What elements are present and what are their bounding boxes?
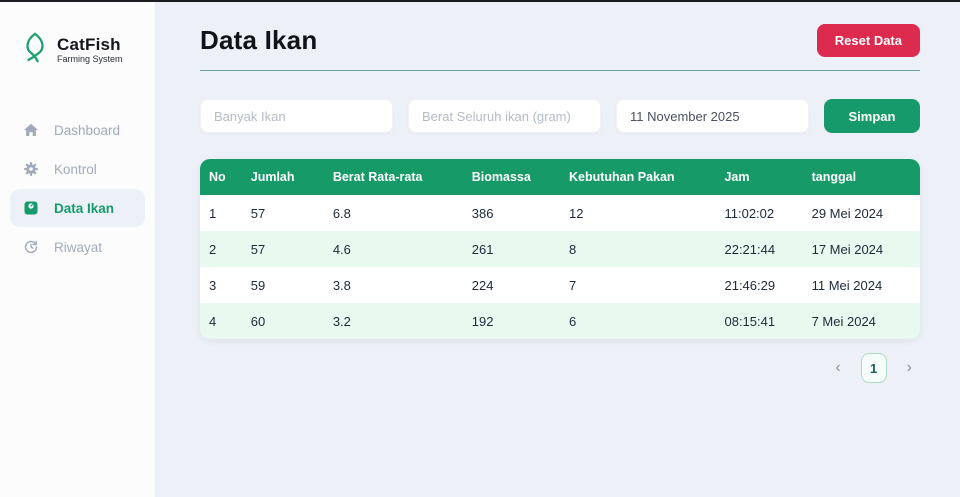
table-cell: 3.8: [332, 277, 351, 293]
sidebar-nav: Dashboard Kontrol Data Ikan Riwayat: [0, 111, 155, 266]
table-cell: 17 Mei 2024: [811, 241, 884, 257]
table-row: 4 60 3.2 192 6 08:15:41 7 Mei 2024: [200, 303, 920, 339]
table-header-cell: Kebutuhan Pakan: [559, 159, 716, 195]
sidebar-item-label: Dashboard: [54, 122, 121, 138]
table-cell: 6: [568, 313, 577, 329]
current-page-indicator[interactable]: 1: [860, 353, 887, 383]
table-cell: 57: [250, 241, 266, 257]
brand-subtitle: Farming System: [57, 54, 123, 65]
table-header-cell: Jumlah: [241, 159, 324, 195]
table-cell: 6.8: [332, 205, 351, 221]
table-cell: 12: [568, 205, 584, 221]
table-header-cell: Biomassa: [462, 159, 560, 195]
sidebar-item-label: Data Ikan: [54, 200, 115, 216]
table-cell: 3.2: [332, 313, 351, 329]
sidebar-item-kontrol[interactable]: Kontrol: [10, 150, 145, 188]
main-content: Data Ikan Reset Data Simpan NoJumlahBera…: [156, 2, 960, 497]
table-cell: 08:15:41: [724, 313, 776, 329]
table-cell: 21:46:29: [724, 277, 776, 293]
page-title: Data Ikan: [200, 25, 318, 55]
table-cell: 1: [209, 205, 217, 221]
sidebar: CatFish Farming System Dashboard Kontrol D…: [0, 2, 156, 497]
previous-page-button[interactable]: ‹: [831, 358, 844, 378]
berat-seluruh-ikan-input[interactable]: [408, 99, 601, 133]
brand-logo: CatFish Farming System: [0, 30, 155, 71]
table-header-row: No Jumlah Berat Rata-rata Biomassa Kebutuhan…: [200, 159, 920, 195]
data-entry-form: Simpan: [200, 99, 920, 133]
pagination: ‹ 1 ›: [200, 353, 920, 383]
table-header-cell: Berat Rata-rata: [323, 159, 463, 195]
simpan-button[interactable]: Simpan: [824, 99, 920, 133]
date-input[interactable]: [616, 99, 809, 133]
gear-icon: [23, 161, 39, 177]
table-cell: 57: [250, 205, 266, 221]
table-header-cell: Jam: [715, 159, 803, 195]
table-row: 2 57 4.6 261 8 22:21:44 17 Mei 2024: [200, 231, 920, 267]
table-cell: 8: [568, 241, 577, 257]
table-cell: 60: [250, 313, 266, 329]
table-cell: 11 Mei 2024: [811, 277, 883, 293]
window-top-edge: [0, 0, 960, 2]
home-icon: [23, 122, 39, 138]
sidebar-item-data-ikan[interactable]: Data Ikan: [10, 189, 145, 227]
table-header-cell: tanggal: [802, 159, 920, 195]
table-cell: 4: [209, 313, 217, 329]
table-cell: 386: [471, 205, 494, 221]
table-cell: 4.6: [332, 241, 351, 257]
banyak-ikan-input[interactable]: [200, 99, 393, 133]
table-cell: 192: [471, 313, 494, 329]
table-cell: 11:02:02: [724, 205, 775, 221]
table-cell: 59: [250, 277, 266, 293]
next-page-button[interactable]: ›: [903, 358, 916, 378]
sidebar-item-label: Kontrol: [54, 161, 97, 177]
history-icon: [23, 239, 39, 255]
table-row: 1 57 6.8 386 12 11:02:02 29 Mei 2024: [200, 195, 920, 231]
table-cell: 7 Mei 2024: [811, 313, 876, 329]
fish-data-table: No Jumlah Berat Rata-rata Biomassa Kebutuhan…: [200, 159, 920, 339]
fish-icon: [20, 30, 50, 71]
table-cell: 29 Mei 2024: [811, 205, 884, 221]
sidebar-item-label: Riwayat: [54, 239, 103, 255]
table-cell: 224: [471, 277, 494, 293]
brand-name: CatFish: [57, 35, 121, 55]
sidebar-item-riwayat[interactable]: Riwayat: [10, 228, 145, 266]
table-cell: 261: [471, 241, 494, 257]
table-cell: 7: [568, 277, 577, 293]
reset-data-button[interactable]: Reset Data: [816, 24, 920, 57]
table-cell: 22:21:44: [724, 241, 776, 257]
sidebar-item-dashboard[interactable]: Dashboard: [10, 111, 145, 149]
page-header: Data Ikan Reset Data: [200, 24, 920, 71]
table-header-cell: No: [200, 159, 242, 195]
scale-icon: [23, 200, 39, 216]
table-cell: 3: [209, 277, 217, 293]
table-row: 3 59 3.8 224 7 21:46:29 11 Mei 2024: [200, 267, 920, 303]
table-cell: 2: [209, 241, 217, 257]
